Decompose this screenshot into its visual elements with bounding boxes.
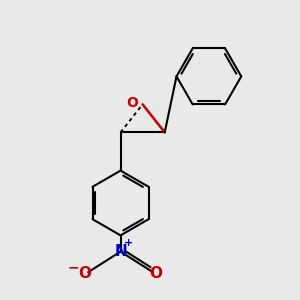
Text: −: −	[67, 261, 79, 275]
Text: +: +	[124, 238, 134, 248]
Text: O: O	[79, 266, 92, 281]
Text: O: O	[126, 96, 138, 110]
Text: N: N	[114, 244, 127, 259]
Text: O: O	[149, 266, 162, 281]
